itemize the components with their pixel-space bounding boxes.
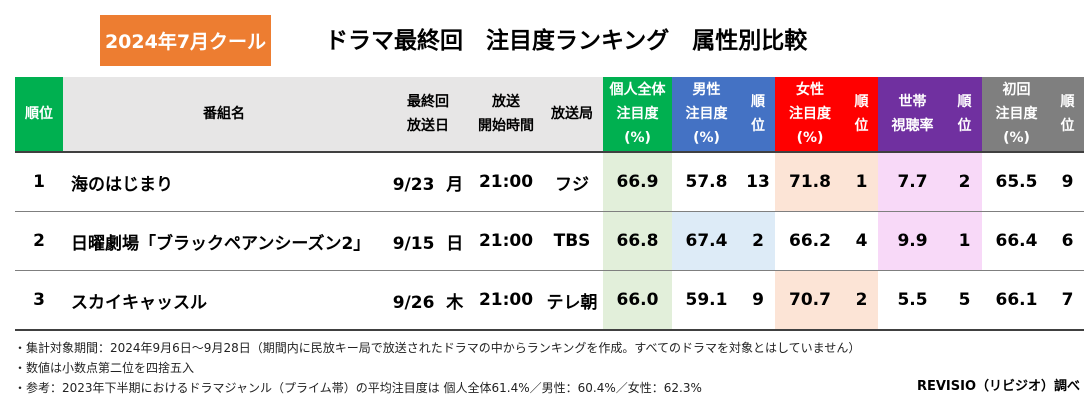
household-rank-cell: 2 bbox=[947, 151, 982, 212]
all-attention-cell: 66.0 bbox=[603, 270, 672, 331]
start-time-cell: 21:00 bbox=[471, 270, 541, 331]
male-rank-cell: 2 bbox=[741, 211, 775, 271]
first-rank-cell: 7 bbox=[1051, 270, 1084, 331]
household-rating-cell: 5.5 bbox=[878, 270, 947, 331]
program-cell: 海のはじまり bbox=[63, 151, 385, 212]
header-male-rank: 順 位 bbox=[741, 77, 775, 153]
table-row: 1 海のはじまり 9/23 月 21:00 フジ 66.9 57.8 13 71… bbox=[15, 151, 1084, 212]
ranking-table: 順位 番組名 最終回 放送日 放送 開始時間 放送局 個人全体 注目度 (%) … bbox=[15, 77, 1084, 331]
station-cell: フジ bbox=[541, 151, 603, 212]
male-attention-cell: 67.4 bbox=[672, 211, 741, 271]
male-attention-cell: 59.1 bbox=[672, 270, 741, 331]
table-row: 3 スカイキャッスル 9/26 木 21:00 テレ朝 66.0 59.1 9 … bbox=[15, 270, 1084, 331]
header-first-rank: 順 位 bbox=[1051, 77, 1084, 153]
first-attention-cell: 66.4 bbox=[982, 211, 1051, 271]
start-time-cell: 21:00 bbox=[471, 151, 541, 212]
female-attention-cell: 71.8 bbox=[775, 151, 845, 212]
first-attention-cell: 66.1 bbox=[982, 270, 1051, 331]
header-female-attention: 女性 注目度 (%) bbox=[775, 77, 845, 153]
all-attention-cell: 66.8 bbox=[603, 211, 672, 271]
footnotes: ・集計対象期間：2024年9月6日～9月28日（期間内に民放キー局で放送されたド… bbox=[14, 338, 1084, 398]
program-cell: スカイキャッスル bbox=[63, 270, 385, 331]
household-rating-cell: 7.7 bbox=[878, 151, 947, 212]
station-cell: TBS bbox=[541, 211, 603, 271]
male-attention-cell: 57.8 bbox=[672, 151, 741, 212]
female-rank-cell: 4 bbox=[845, 211, 878, 271]
header-final-date: 最終回 放送日 bbox=[385, 77, 471, 153]
header-rank: 順位 bbox=[15, 77, 63, 153]
header-household-rank: 順 位 bbox=[947, 77, 982, 153]
household-rank-cell: 5 bbox=[947, 270, 982, 331]
household-rating-cell: 9.9 bbox=[878, 211, 947, 271]
source-credit: REVISIO（リビジオ）調べ bbox=[916, 379, 1080, 394]
female-attention-cell: 66.2 bbox=[775, 211, 845, 271]
rank-cell: 2 bbox=[15, 211, 63, 271]
female-rank-cell: 2 bbox=[845, 270, 878, 331]
male-rank-cell: 13 bbox=[741, 151, 775, 212]
station-cell: テレ朝 bbox=[541, 270, 603, 331]
header-start-time: 放送 開始時間 bbox=[471, 77, 541, 153]
header-station: 放送局 bbox=[541, 77, 603, 153]
footnote-period: ・集計対象期間：2024年9月6日～9月28日（期間内に民放キー局で放送されたド… bbox=[14, 341, 861, 355]
all-attention-cell: 66.9 bbox=[603, 151, 672, 212]
rank-cell: 1 bbox=[15, 151, 63, 212]
header-male-attention: 男性 注目度 (%) bbox=[672, 77, 741, 153]
start-time-cell: 21:00 bbox=[471, 211, 541, 271]
table-row: 2 日曜劇場「ブラックペアンシーズン2」 9/15 日 21:00 TBS 66… bbox=[15, 211, 1084, 271]
footnote-rounding: ・数値は小数点第二位を四捨五入 bbox=[14, 361, 195, 375]
table-header-row: 順位 番組名 最終回 放送日 放送 開始時間 放送局 個人全体 注目度 (%) … bbox=[15, 77, 1084, 153]
final-date-cell: 9/15 日 bbox=[385, 211, 471, 271]
household-rank-cell: 1 bbox=[947, 211, 982, 271]
header-first-attention: 初回 注目度 (%) bbox=[982, 77, 1051, 153]
program-cell: 日曜劇場「ブラックペアンシーズン2」 bbox=[63, 211, 385, 271]
page-title: ドラマ最終回 注目度ランキング 属性別比較 bbox=[325, 28, 808, 54]
header-program: 番組名 bbox=[63, 77, 385, 153]
final-date-cell: 9/23 月 bbox=[385, 151, 471, 212]
footnote-reference: ・参考：2023年下半期におけるドラマジャンル（プライム帯）の平均注目度は 個人… bbox=[14, 381, 702, 395]
first-attention-cell: 65.5 bbox=[982, 151, 1051, 212]
female-rank-cell: 1 bbox=[845, 151, 878, 212]
header-all-attention: 個人全体 注目度 (%) bbox=[603, 77, 672, 153]
header-female-rank: 順 位 bbox=[845, 77, 878, 153]
female-attention-cell: 70.7 bbox=[775, 270, 845, 331]
rank-cell: 3 bbox=[15, 270, 63, 331]
first-rank-cell: 6 bbox=[1051, 211, 1084, 271]
male-rank-cell: 9 bbox=[741, 270, 775, 331]
first-rank-cell: 9 bbox=[1051, 151, 1084, 212]
season-badge: 2024年7月クール bbox=[100, 15, 271, 66]
header-household-rating: 世帯 視聴率 bbox=[878, 77, 947, 153]
final-date-cell: 9/26 木 bbox=[385, 270, 471, 331]
